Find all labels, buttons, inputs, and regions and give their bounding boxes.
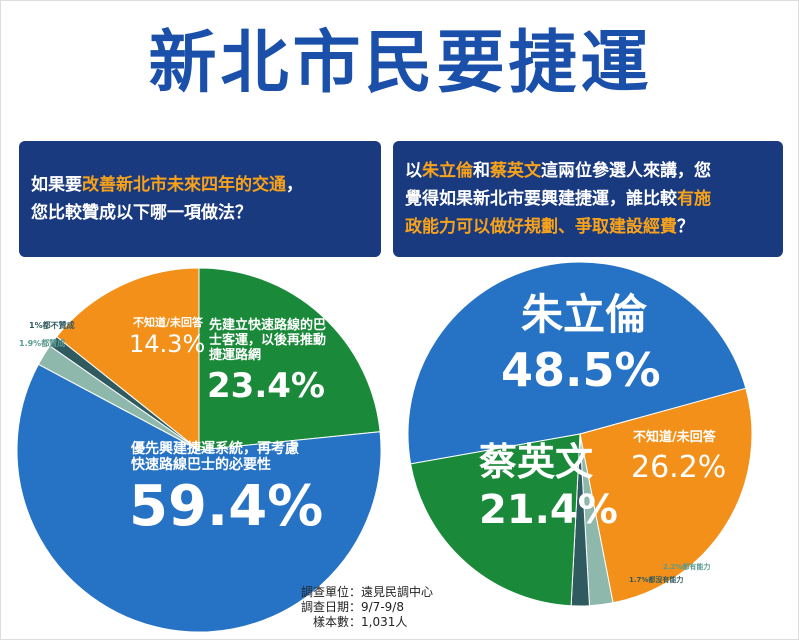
question-line: 如果要改善新北市未來四年的交通， [31, 171, 369, 199]
question-text: 和 [473, 161, 490, 181]
category-label: 先建立快速路線的巴士客運，以後再推動捷運路網 [209, 318, 327, 363]
question-text: ？ [677, 217, 694, 237]
pie-slice [198, 267, 381, 451]
category-label: 都不贊成 [42, 321, 75, 330]
category-label: 都贊成 [41, 339, 66, 348]
question-text: 蔡英文 [490, 161, 541, 181]
category-label: 都沒有能力 [648, 576, 684, 584]
value-label: 26.2% [631, 450, 727, 485]
value-label: 48.5% [501, 343, 661, 397]
question-line: 政能力可以做好規劃、爭取建設經費？ [405, 213, 771, 241]
category-label: 朱立倫 [521, 290, 648, 339]
question-text: 這兩位參選人來講，您 [541, 161, 711, 181]
question-text: 朱立倫 [422, 161, 473, 181]
question-text: 政能力可以做好規劃、爭取建設經費 [405, 217, 677, 237]
category-label: 不知道/未回答 [133, 316, 204, 329]
value-label: 14.3% [129, 330, 206, 358]
footer-line: 調查單位：遠見民調中心 [301, 585, 434, 599]
question-line: 覺得如果新北市要興建捷運，誰比較有施 [405, 185, 771, 213]
question-text: 以 [405, 161, 422, 181]
question-line: 您比較贊成以下哪一項做法？ [31, 199, 369, 227]
value-label: 1.7% [629, 576, 649, 584]
question-text: 有施 [677, 189, 711, 209]
question-text: 您比較贊成以下哪一項做法？ [31, 203, 252, 223]
category-label: 蔡英文 [479, 440, 594, 484]
question-box: 如果要改善新北市未來四年的交通， 您比較贊成以下哪一項做法？ [19, 141, 381, 257]
category-label: 優先興建捷運系統，再考慮快速路線巴士的必要性 [131, 441, 299, 474]
small-label: 2.2%都有能力 [663, 563, 710, 571]
question-line: 以朱立倫和蔡英文這兩位參選人來講，您 [405, 157, 771, 185]
value-label: 2.2% [663, 563, 683, 571]
value-label: 1.9% [19, 339, 42, 348]
footer: 調查單位：遠見民調中心 調查日期：9/7-9/8 樣本數：1,031人 [301, 585, 501, 630]
pie-slice [410, 433, 581, 607]
small-label: 1.9%都贊成 [19, 339, 65, 348]
title: 新北市民要捷運 [148, 24, 653, 103]
category-label: 都有能力 [682, 563, 711, 571]
question-box: 以朱立倫和蔡英文這兩位參選人來講，您 覺得如果新北市要興建捷運，誰比較有施 政能力可… [393, 141, 783, 257]
pie-slice [16, 363, 382, 633]
pie-slice [55, 267, 200, 452]
value-label: 23.4% [207, 366, 325, 406]
footer-line: 樣本數：1,031人 [313, 615, 408, 629]
question-text: 改善新北市未來四年的交通 [82, 175, 286, 195]
category-label: 不知道/未回答 [633, 430, 716, 445]
value-label: 21.4% [479, 487, 618, 533]
value-label: 1% [29, 321, 43, 330]
value-label: 59.4% [129, 474, 324, 539]
pie-slice [407, 261, 747, 465]
footer-line: 調查日期：9/7-9/8 [301, 600, 404, 614]
small-label: 1%都不贊成 [29, 321, 75, 330]
small-label: 1.7%都沒有能力 [629, 576, 683, 584]
question-text: ， [286, 175, 303, 195]
question-text: 如果要 [31, 175, 82, 195]
pie-slice [579, 387, 753, 604]
question-text: 覺得如果新北市要興建捷運，誰比較 [405, 189, 677, 209]
